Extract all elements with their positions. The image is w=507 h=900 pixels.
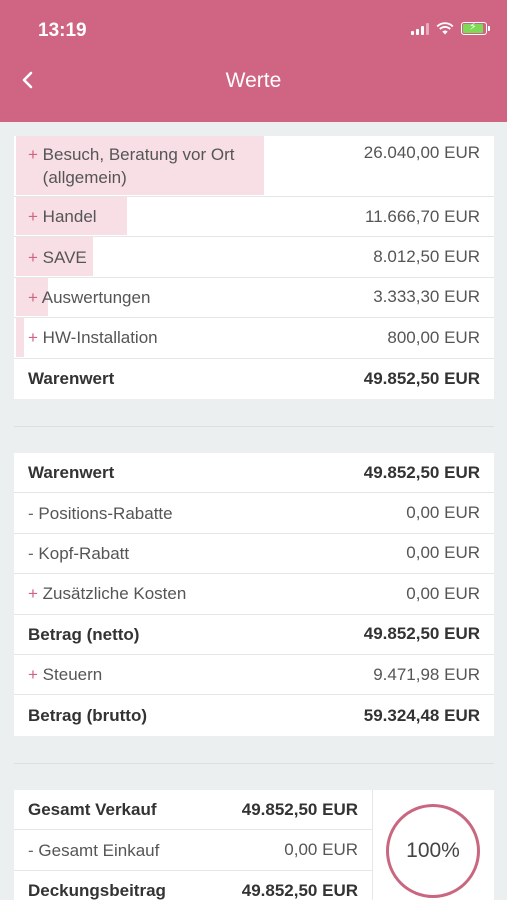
status-icons: ⚡ <box>411 21 490 35</box>
item-value: 800,00 EUR <box>387 327 480 347</box>
margin-percent-panel: 100% <box>372 790 494 900</box>
margin-row-deckungsbeitrag: Deckungsbeitrag 49.852,50 EUR <box>28 880 358 900</box>
share-bar <box>16 197 128 236</box>
summary-row-betrag-netto: Betrag (netto) 49.852,50 EUR <box>14 615 494 655</box>
page-title: Werte <box>225 69 282 92</box>
summary-card: Warenwert 49.852,50 EUR - Positions-Raba… <box>14 453 494 736</box>
items-total-value: 49.852,50 EUR <box>363 368 480 388</box>
share-bar <box>16 318 24 357</box>
item-value: 11.666,70 EUR <box>365 206 480 226</box>
item-label: SAVE <box>42 247 87 267</box>
share-bar <box>16 136 265 195</box>
status-time: 13:19 <box>38 20 87 41</box>
margin-row-gesamt-einkauf[interactable]: - Gesamt Einkauf 0,00 EUR <box>14 830 372 871</box>
item-value: 26.040,00 EUR <box>363 143 480 162</box>
summary-row-positions-rabatte[interactable]: - Positions-Rabatte 0,00 EUR <box>14 493 494 534</box>
chevron-left-icon <box>22 71 33 89</box>
margin-percent-ring: 100% <box>386 804 480 898</box>
margin-card: Gesamt Verkauf 49.852,50 EUR - Gesamt Ei… <box>14 790 494 900</box>
share-bar <box>16 237 93 276</box>
summary-row-zusaetzliche-kosten[interactable]: + Zusätzliche Kosten 0,00 EUR <box>14 574 494 615</box>
item-label: Besuch, Beratung vor Ort (allgemein) <box>42 145 235 187</box>
list-item[interactable]: + SAVE 8.012,50 EUR <box>14 237 494 278</box>
divider <box>14 763 494 764</box>
margin-row-gesamt-verkauf: Gesamt Verkauf 49.852,50 EUR <box>14 790 372 831</box>
list-item[interactable]: + Auswertungen 3.333,30 EUR <box>14 277 494 319</box>
wifi-icon <box>436 22 454 35</box>
signal-icon <box>411 22 429 35</box>
item-label: HW-Installation <box>42 328 158 348</box>
divider <box>14 426 494 427</box>
item-label: Auswertungen <box>41 287 151 307</box>
summary-row-betrag-brutto: Betrag (brutto) 59.324,48 EUR <box>28 705 480 726</box>
margin-rows: Gesamt Verkauf 49.852,50 EUR - Gesamt Ei… <box>14 790 372 900</box>
item-value: 3.333,30 EUR <box>373 287 480 307</box>
items-card: + Besuch, Beratung vor Ort (allgemein) 2… <box>14 136 494 399</box>
items-total-label: Warenwert <box>28 369 115 389</box>
list-item[interactable]: + HW-Installation 800,00 EUR <box>14 318 494 359</box>
back-button[interactable] <box>18 66 46 96</box>
summary-row-kopf-rabatt[interactable]: - Kopf-Rabatt 0,00 EUR <box>14 534 494 575</box>
item-value: 8.012,50 EUR <box>373 247 480 267</box>
share-bar <box>16 277 48 317</box>
margin-percent: 100% <box>406 839 460 862</box>
items-total-row: Warenwert 49.852,50 EUR <box>14 359 494 399</box>
summary-row-warenwert: Warenwert 49.852,50 EUR <box>14 453 494 494</box>
list-item[interactable]: + Handel 11.666,70 EUR <box>14 197 494 238</box>
summary-row-steuern[interactable]: + Steuern 9.471,98 EUR <box>14 655 494 696</box>
battery-icon: ⚡ <box>461 21 490 35</box>
app-header: 13:19 ⚡ Werte <box>0 0 507 122</box>
list-item[interactable]: + Besuch, Beratung vor Ort (allgemein) 2… <box>14 136 494 197</box>
item-label: Handel <box>42 207 97 227</box>
